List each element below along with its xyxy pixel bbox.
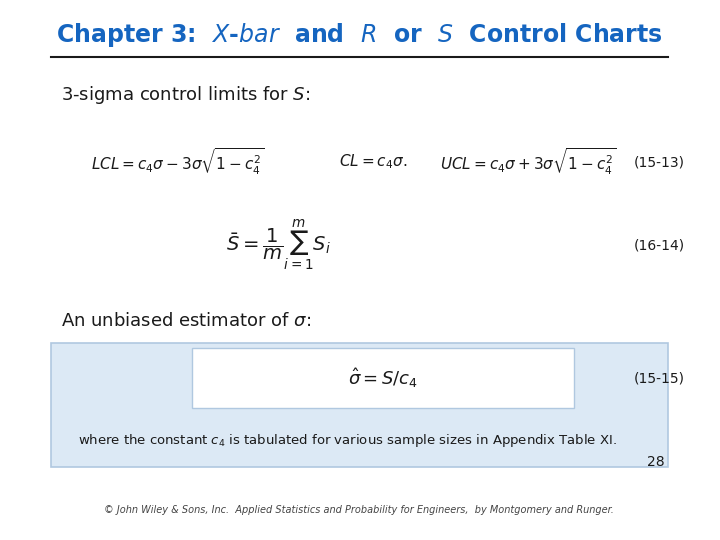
Text: $\hat{\sigma} = S/c_4$: $\hat{\sigma} = S/c_4$ (348, 366, 418, 390)
Text: 3-sigma control limits for $S$:: 3-sigma control limits for $S$: (61, 84, 310, 105)
Text: (15-13): (15-13) (634, 155, 685, 169)
Text: $LCL = c_4\sigma - 3\sigma\sqrt{1-c_4^2}$: $LCL = c_4\sigma - 3\sigma\sqrt{1-c_4^2}… (91, 147, 265, 177)
Text: 28: 28 (647, 455, 665, 469)
Text: (16-14): (16-14) (634, 239, 685, 253)
FancyBboxPatch shape (51, 343, 667, 467)
FancyBboxPatch shape (192, 348, 574, 408)
Text: © John Wiley & Sons, Inc.  Applied Statistics and Probability for Engineers,  by: © John Wiley & Sons, Inc. Applied Statis… (104, 505, 614, 515)
Text: Chapter 3:  $\mathit{X}$-$\mathit{bar}$  and  $\mathit{R}$  or  $\mathit{S}$  Co: Chapter 3: $\mathit{X}$-$\mathit{bar}$ a… (56, 21, 663, 49)
Text: (15-15): (15-15) (634, 371, 685, 385)
Text: $CL = c_4\sigma.$: $CL = c_4\sigma.$ (339, 153, 408, 171)
Text: where the constant $c_4$ is tabulated for various sample sizes in Appendix Table: where the constant $c_4$ is tabulated fo… (78, 431, 617, 449)
Text: An unbiased estimator of $\sigma$:: An unbiased estimator of $\sigma$: (61, 312, 311, 330)
Text: $UCL = c_4\sigma + 3\sigma\sqrt{1-c_4^2}$: $UCL = c_4\sigma + 3\sigma\sqrt{1-c_4^2}… (440, 147, 616, 177)
Text: $\bar{S} = \dfrac{1}{m}\sum_{i=1}^{m} S_i$: $\bar{S} = \dfrac{1}{m}\sum_{i=1}^{m} S_… (227, 218, 331, 273)
